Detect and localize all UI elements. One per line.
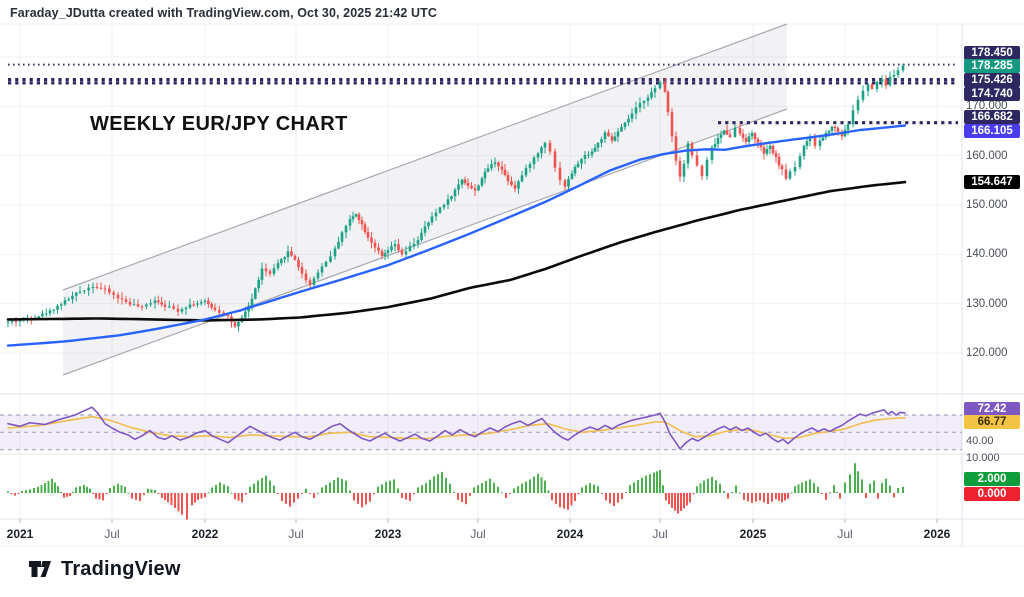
price-tick-label: 150.000 [966,199,1008,211]
rsi-signal-badge: 66.77 [964,415,1020,430]
ma-slow-badge: 154.647 [964,175,1020,190]
time-tick-label-Jul: Jul [288,527,304,541]
price-tick-label: 160.000 [966,149,1008,162]
tradingview-logo-icon [29,561,51,577]
time-tick-label-Jul: Jul [104,527,120,541]
time-tick-label-Jul: Jul [652,527,668,541]
time-tick-label-2024: 2024 [556,527,584,541]
time-tick-label-2023: 2023 [374,527,402,541]
price-tick-label: 130.000 [966,297,1008,310]
time-tick-label-Jul: Jul [837,527,853,541]
level-badge-175.426: 175.426 [964,72,1020,87]
hist-badge-pos: 2.000 [964,472,1020,486]
price-tick-label: 170.000 [966,100,1008,113]
time-tick-label-2025: 2025 [739,527,767,541]
price-tick-label: 140.000 [966,248,1008,261]
ma-fast-badge: 166.105 [964,123,1020,138]
hist-badge-neg: 0.000 [964,487,1020,501]
time-tick-label-2026: 2026 [923,527,951,541]
time-tick-label-2021: 2021 [6,527,34,541]
tradingview-logo[interactable]: TradingView [28,557,181,581]
rsi-tick-label: 40.00 [966,435,994,447]
level-badge-178.450: 178.450 [964,45,1020,60]
chart-title-watermark: WEEKLY EUR/JPY CHART [90,113,348,135]
last-price-badge: 178.285 [964,59,1020,74]
chart-credit-text: Faraday_JDutta created with TradingView.… [10,6,437,20]
tradingview-logo-text: TradingView [61,557,181,580]
hist-tick-label: 10.000 [966,452,1000,464]
time-tick-label-Jul: Jul [470,527,486,541]
price-tick-label: 120.000 [966,346,1008,359]
time-tick-label-2022: 2022 [191,527,219,541]
level-badge-166.682: 166.682 [964,110,1020,125]
rsi-value-badge: 72.42 [964,401,1020,416]
level-badge-174.740: 174.740 [964,86,1020,101]
